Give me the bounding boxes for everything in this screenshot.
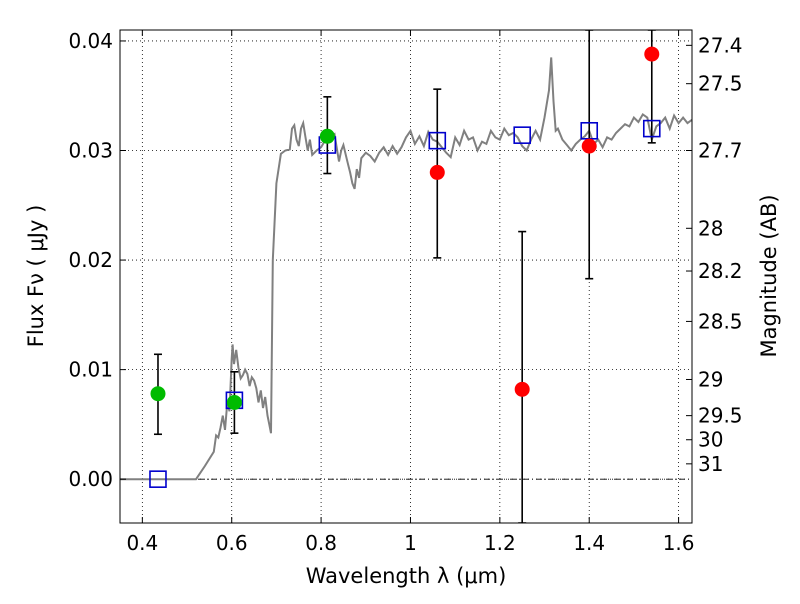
right-tick-label: 28 xyxy=(698,216,723,240)
x-tick-label: 0.8 xyxy=(305,531,337,555)
x-tick-label: 1 xyxy=(404,531,417,555)
green-data-point xyxy=(319,128,335,144)
red-data-point xyxy=(514,381,530,397)
right-tick-label: 29 xyxy=(698,367,723,391)
model-spectrum xyxy=(120,57,692,481)
right-axis-label: Magnitude (AB) xyxy=(757,194,781,357)
y-axis-label: Flux Fν ( μJy ) xyxy=(24,205,48,348)
right-tick-label: 27.4 xyxy=(698,33,743,57)
green-data-point xyxy=(226,394,242,410)
y-tick-label: 0.04 xyxy=(68,29,113,53)
right-tick-label: 28.5 xyxy=(698,309,743,333)
x-tick-label: 1.2 xyxy=(484,531,516,555)
y-tick-label: 0.01 xyxy=(68,358,113,382)
x-tick-label: 0.6 xyxy=(216,531,248,555)
right-tick-label: 28.2 xyxy=(698,259,743,283)
red-data-point xyxy=(644,46,660,62)
model-square-point xyxy=(149,470,167,488)
y-tick-label: 0.03 xyxy=(68,139,113,163)
error-bars xyxy=(153,30,656,523)
y-tick-label: 0.00 xyxy=(68,467,113,491)
x-tick-label: 0.4 xyxy=(126,531,158,555)
data-markers xyxy=(149,46,661,488)
model-square-point xyxy=(428,131,447,150)
x-tick-label: 1.6 xyxy=(663,531,695,555)
x-tick-label: 1.4 xyxy=(573,531,605,555)
red-data-point xyxy=(429,164,445,180)
y-axis-ticks: 0.00 0.01 0.02 0.03 0.04 xyxy=(68,29,126,491)
right-tick-label: 30 xyxy=(698,428,723,452)
spectrum-line xyxy=(120,57,692,481)
right-tick-label: 27.7 xyxy=(698,139,743,163)
right-tick-label: 31 xyxy=(698,452,723,476)
red-data-point xyxy=(581,138,597,154)
grid xyxy=(120,30,692,523)
plot-frame xyxy=(119,29,693,524)
x-axis-ticks: 0.4 0.6 0.8 1 1.2 1.4 1.6 xyxy=(126,30,695,555)
model-square-point xyxy=(642,119,661,138)
right-tick-label: 29.5 xyxy=(698,404,743,428)
x-axis-label: Wavelength λ (μm) xyxy=(306,564,507,588)
model-square-point xyxy=(513,126,531,144)
y-tick-label: 0.02 xyxy=(68,248,113,272)
right-tick-label: 27.5 xyxy=(698,72,743,96)
green-data-point xyxy=(150,386,166,402)
